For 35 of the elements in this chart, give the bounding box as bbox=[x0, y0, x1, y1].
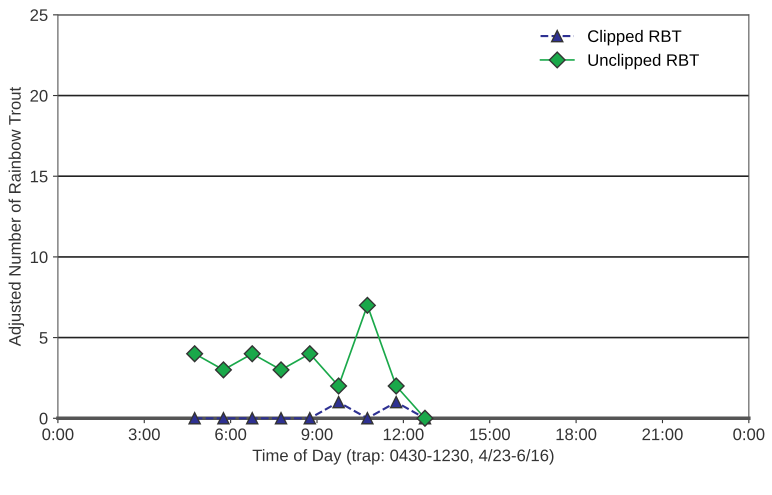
point bbox=[330, 377, 348, 395]
x-tick-label: 0:00 bbox=[733, 428, 764, 440]
point bbox=[388, 377, 405, 395]
point bbox=[188, 412, 201, 425]
point bbox=[217, 412, 230, 425]
point bbox=[332, 396, 345, 408]
point bbox=[358, 296, 376, 314]
x-tick-label: 3:00 bbox=[128, 428, 160, 440]
point bbox=[244, 345, 261, 362]
x-tick-label: 18:00 bbox=[556, 428, 596, 440]
legend-label: Unclipped RBT bbox=[588, 54, 699, 70]
x-tick-label: 9:00 bbox=[302, 428, 333, 440]
y-tick-label: 20 bbox=[30, 90, 48, 102]
x-tick-label: 6:00 bbox=[215, 428, 246, 440]
point bbox=[274, 412, 288, 425]
point bbox=[390, 396, 402, 408]
y-tick-label: 25 bbox=[30, 9, 48, 22]
x-axis-title: Time of Day (trap: 0430-1230, 4/23-6/16) bbox=[252, 449, 554, 465]
y-tick-label: 10 bbox=[30, 251, 48, 264]
x-tick-label: 0:00 bbox=[42, 428, 74, 440]
x-tick-label: 21:00 bbox=[642, 428, 683, 440]
legend-label: Clipped RBT bbox=[588, 30, 682, 46]
y-tick-label: 15 bbox=[30, 170, 48, 182]
x-tick-label: 15:00 bbox=[470, 428, 510, 440]
x-tick-label: 12:00 bbox=[384, 428, 424, 440]
point bbox=[272, 361, 290, 378]
point bbox=[301, 345, 318, 362]
y-tick-label: 0 bbox=[40, 412, 48, 424]
y-tick-label: 5 bbox=[40, 332, 48, 344]
point bbox=[186, 345, 204, 362]
point bbox=[246, 412, 258, 425]
y-axis-title: Adjusted Number of Rainbow Trout bbox=[8, 86, 24, 346]
point bbox=[214, 361, 232, 378]
point bbox=[304, 412, 316, 425]
point bbox=[361, 412, 374, 425]
